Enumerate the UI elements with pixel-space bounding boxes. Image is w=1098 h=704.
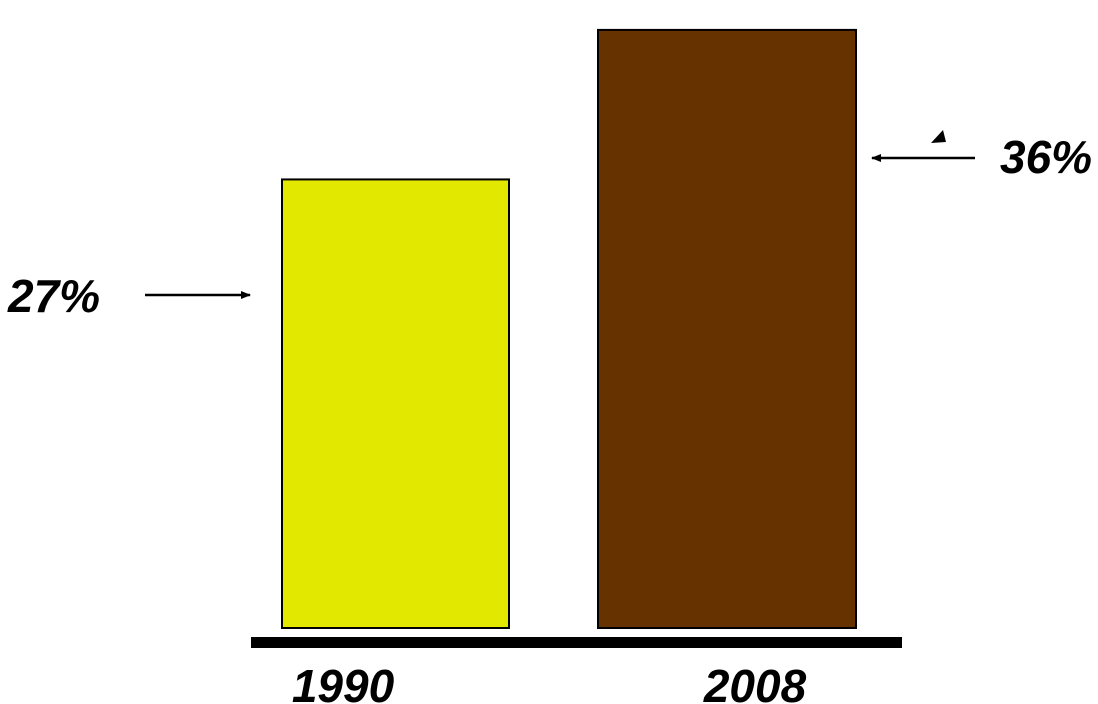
- category-label-1990: 1990: [292, 660, 395, 704]
- stray-arrowhead-mark: [931, 130, 946, 143]
- category-label-2008: 2008: [703, 660, 807, 704]
- value-label-2008: 36%: [1000, 131, 1092, 183]
- x-axis-baseline: [251, 637, 902, 648]
- value-label-1990: 27%: [7, 270, 100, 322]
- labels-layer: 1990 2008 27% 36%: [7, 131, 1092, 704]
- bars-layer: [281, 28, 857, 630]
- bar-2008: [597, 28, 857, 629]
- bar-1990: [281, 178, 510, 630]
